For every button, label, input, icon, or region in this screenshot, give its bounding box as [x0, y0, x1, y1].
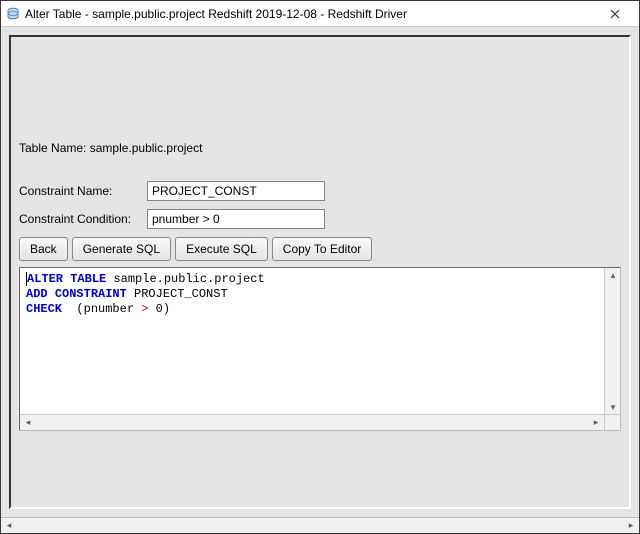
kw-table: TABLE	[70, 272, 106, 286]
scroll-right-icon[interactable]: ▸	[588, 415, 604, 429]
back-button[interactable]: Back	[19, 237, 68, 261]
execute-sql-button[interactable]: Execute SQL	[175, 237, 268, 261]
close-button[interactable]	[595, 2, 635, 26]
table-name-value: sample.public.project	[90, 141, 203, 155]
constraint-name-row: Constraint Name:	[19, 179, 621, 203]
kw-add: ADD	[26, 287, 48, 301]
constraint-name-label: Constraint Name:	[19, 184, 147, 198]
titlebar: Alter Table - sample.public.project Reds…	[1, 1, 639, 27]
table-name-row: Table Name: sample.public.project	[19, 141, 621, 155]
sql-ident1: sample.public.project	[106, 272, 264, 286]
sql-expr-pre: (pnumber	[62, 302, 141, 316]
scroll-h-track[interactable]	[36, 415, 588, 429]
outer-scroll-left-icon[interactable]: ◂	[1, 519, 17, 533]
sql-expr-post: 0)	[148, 302, 170, 316]
dialog-window: Alter Table - sample.public.project Reds…	[0, 0, 640, 534]
database-icon	[5, 6, 21, 22]
constraint-name-input[interactable]	[147, 181, 325, 201]
kw-alter: ALTER	[27, 272, 63, 286]
scroll-corner	[604, 415, 620, 430]
sql-editor[interactable]: ALTER TABLE sample.public.project ADD CO…	[19, 267, 621, 431]
sql-ident2: PROJECT_CONST	[127, 287, 228, 301]
generate-sql-button[interactable]: Generate SQL	[72, 237, 171, 261]
kw-check: CHECK	[26, 302, 62, 316]
scroll-v-track[interactable]	[605, 282, 620, 400]
scroll-up-icon[interactable]: ▴	[605, 268, 620, 282]
constraint-condition-row: Constraint Condition:	[19, 207, 621, 231]
scroll-left-icon[interactable]: ◂	[20, 415, 36, 429]
table-name-label: Table Name:	[19, 141, 86, 155]
kw-constraint: CONSTRAINT	[55, 287, 127, 301]
form-panel: Table Name: sample.public.project Constr…	[9, 35, 631, 509]
outer-scroll-track[interactable]	[17, 519, 623, 533]
sql-text[interactable]: ALTER TABLE sample.public.project ADD CO…	[20, 268, 604, 414]
constraint-condition-label: Constraint Condition:	[19, 212, 147, 226]
sql-horizontal-scrollbar[interactable]: ◂ ▸	[20, 414, 620, 430]
button-row: Back Generate SQL Execute SQL Copy To Ed…	[19, 237, 621, 261]
outer-horizontal-scrollbar[interactable]: ◂ ▸	[1, 517, 639, 533]
scroll-down-icon[interactable]: ▾	[605, 400, 620, 414]
window-title: Alter Table - sample.public.project Reds…	[25, 7, 595, 21]
content-area: Table Name: sample.public.project Constr…	[1, 27, 639, 533]
outer-scroll-right-icon[interactable]: ▸	[623, 519, 639, 533]
sql-vertical-scrollbar[interactable]: ▴ ▾	[604, 268, 620, 414]
constraint-condition-input[interactable]	[147, 209, 325, 229]
copy-to-editor-button[interactable]: Copy To Editor	[272, 237, 373, 261]
